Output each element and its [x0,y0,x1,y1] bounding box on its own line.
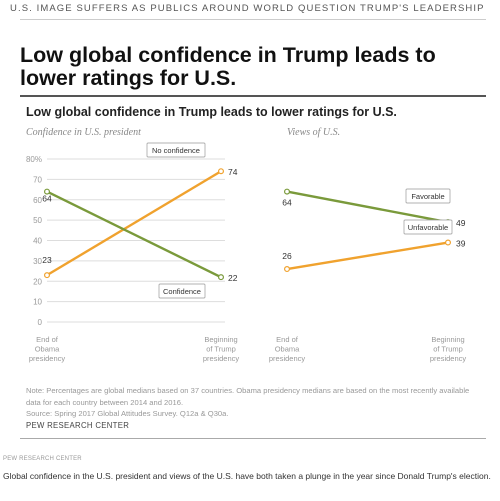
footer-org: PEW RESEARCH CENTER [26,421,130,430]
y-tick-label: 80% [26,155,42,164]
series-line [286,190,449,224]
series-line [286,241,449,271]
chart-note: Note: Percentages are global medians bas… [26,385,486,420]
data-label: 23 [42,255,52,265]
y-tick-label: 10 [33,298,42,307]
image-caption: Global confidence in the U.S. president … [3,471,491,481]
x-tick-label: End of [276,335,299,344]
series-label-box [146,142,206,158]
data-point [43,188,50,195]
y-tick-label: 30 [33,257,42,266]
series-label: No confidence [152,146,200,155]
series-label: Favorable [411,192,444,201]
y-tick-label: 0 [38,318,43,327]
data-label: 64 [282,198,292,208]
data-point [43,272,50,279]
y-tick-label: 20 [33,277,42,286]
series-label: Confidence [163,287,201,296]
data-label: 39 [456,239,466,249]
credit-label: PEW RESEARCH CENTER [3,456,82,462]
series-line [46,190,222,279]
x-tick-label: presidency [29,354,66,363]
kicker: U.S. IMAGE SUFFERS AS PUBLICS AROUND WOR… [10,3,485,14]
data-label: 26 [282,251,292,261]
right-panel-title: Views of U.S. [287,127,341,138]
chart-bottom-rule [20,438,486,439]
data-point [218,168,225,175]
y-tick-label: 70 [33,175,42,184]
x-tick-label: End of [36,335,59,344]
note-text: Note: Percentages are global medians bas… [26,386,470,407]
data-label: 22 [228,273,238,283]
x-tick-label: of Trump [433,345,463,354]
left-panel-title: Confidence in U.S. president [26,127,141,138]
data-label: 74 [228,167,238,177]
series-line [46,170,222,277]
series-label-box [403,219,453,235]
x-tick-label: presidency [203,354,240,363]
series-label: Unfavorable [408,223,448,232]
x-tick-label: Obama [35,345,60,354]
x-tick-label: of Trump [206,345,236,354]
y-tick-label: 40 [33,237,42,246]
x-tick-label: Obama [275,345,300,354]
x-tick-label: presidency [269,354,306,363]
series-label-box [405,188,451,204]
x-tick-label: Beginning [204,335,237,344]
data-point [218,274,225,281]
y-tick-label: 60 [33,196,42,205]
source-text: Source: Spring 2017 Global Attitudes Sur… [26,409,229,418]
data-label: 64 [42,194,52,204]
data-point [284,188,291,195]
x-tick-label: presidency [430,354,467,363]
chart-top-rule [20,95,486,97]
kicker-rule [20,19,486,20]
data-point [284,266,291,273]
data-point [445,239,452,246]
series-label-box [158,283,206,299]
data-label: 49 [456,218,466,228]
x-tick-label: Beginning [431,335,464,344]
page-headline: Low global confidence in Trump leads to … [20,43,436,90]
chart-title: Low global confidence in Trump leads to … [26,105,397,119]
y-tick-label: 50 [33,216,42,225]
